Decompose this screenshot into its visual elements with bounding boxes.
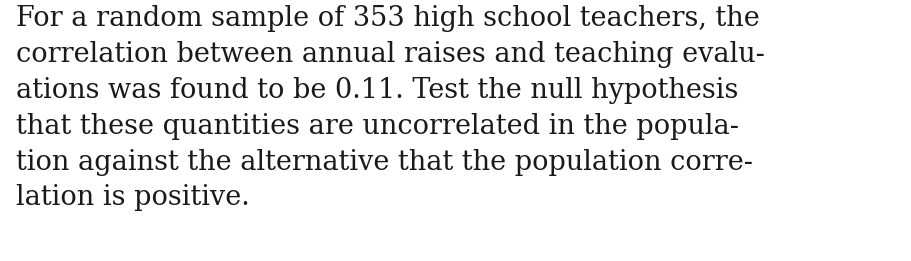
Text: For a random sample of 353 high school teachers, the
correlation between annual : For a random sample of 353 high school t… bbox=[16, 5, 764, 211]
